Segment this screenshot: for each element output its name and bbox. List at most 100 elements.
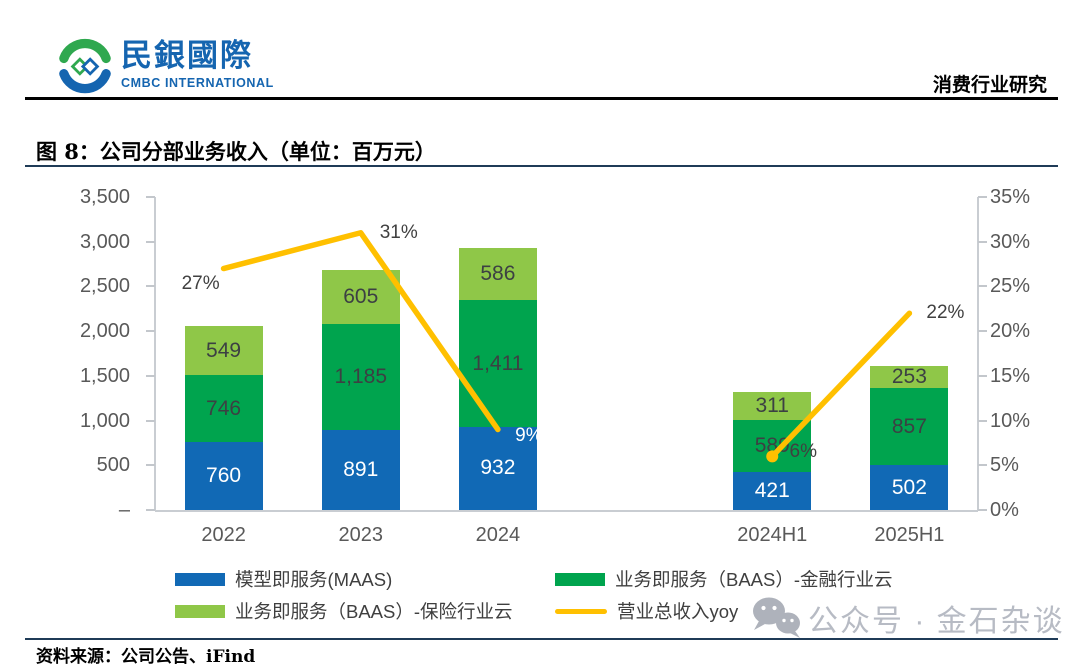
yoy-point-label-2023: 31%	[379, 221, 418, 243]
bar-segment-maas-2022: 760	[184, 442, 263, 510]
bar-value-label: 586	[480, 262, 516, 286]
legend-swatch	[175, 572, 225, 586]
bar-value-label: 502	[891, 475, 927, 499]
y-axis-left-tick	[146, 464, 155, 467]
legend-label: 业务即服务（BAAS）-金融行业云	[615, 569, 893, 590]
legend-swatch	[175, 604, 225, 618]
legend-label: 模型即服务(MAAS)	[235, 569, 393, 590]
bar-value-label: 891	[343, 458, 379, 482]
bar-value-label: 932	[480, 456, 516, 480]
bar-segment-maas-2025H1: 502	[870, 465, 949, 510]
y-axis-right-tick	[978, 419, 987, 422]
wechat-icon	[753, 597, 800, 638]
legend-item-maas: 模型即服务(MAAS)	[175, 566, 392, 592]
bar-value-label: 760	[206, 464, 242, 487]
cmbc-logo-text: 民銀國際 CMBC INTERNATIONAL	[121, 38, 274, 90]
figure-bottom-divider	[25, 638, 1058, 640]
legend-item-baas-insurance: 业务即服务（BAAS）-保险行业云	[175, 598, 513, 624]
bar-value-label: 605	[343, 285, 379, 309]
x-axis-label-2024: 2024	[475, 524, 521, 546]
y-axis-right-label: 30%	[990, 230, 1031, 253]
x-axis-label-2024H1: 2024H1	[737, 524, 808, 546]
cmbc-logo-icon	[59, 38, 111, 94]
y-axis-right-tick	[978, 196, 987, 198]
y-axis-right-tick	[978, 374, 987, 377]
y-axis-right-tick	[978, 464, 987, 467]
y-axis-right-label: 15%	[990, 364, 1031, 387]
y-axis-left-tick	[146, 240, 155, 243]
header-divider	[25, 97, 1058, 100]
yoy-point-label-2024H1: 6%	[789, 441, 817, 463]
yoy-point-label-2024: 9%	[515, 424, 543, 446]
y-axis-right-spine	[977, 197, 979, 510]
y-axis-left-label: 3,000	[79, 230, 130, 253]
y-axis-right-label: 20%	[990, 320, 1031, 343]
bar-segment-baas-finance-2025H1: 857	[870, 388, 949, 466]
bar-segment-baas-insurance-2024H1: 311	[733, 391, 812, 420]
y-axis-left-tick	[146, 196, 155, 198]
source-note: 资料来源：公司公告、iFind	[36, 647, 256, 667]
brand-name-en: CMBC INTERNATIONAL	[121, 76, 274, 90]
x-axis-label-2025H1: 2025H1	[874, 524, 945, 546]
y-axis-right-tick	[978, 330, 987, 333]
y-axis-left-tick	[146, 330, 155, 333]
legend-item-baas-finance: 业务即服务（BAAS）-金融行业云	[555, 566, 893, 592]
bar-value-label: 549	[206, 338, 242, 362]
y-axis-right-tick	[978, 285, 987, 288]
bar-value-label: 857	[891, 414, 927, 438]
y-axis-left-label: 1,000	[79, 409, 130, 432]
y-axis-left-label: 2,000	[79, 320, 130, 343]
watermark: 公众号 · 金石杂谈	[750, 595, 1065, 641]
cmbc-logo: 民銀國際 CMBC INTERNATIONAL	[55, 38, 274, 96]
y-axis-left-label: 3,500	[79, 186, 130, 208]
bar-segment-baas-finance-2022: 746	[184, 375, 263, 443]
bar-segment-maas-2024: 932	[458, 426, 537, 510]
figure-title: 图 8：公司分部业务收入（单位：百万元）	[36, 139, 436, 164]
legend-swatch	[555, 572, 605, 586]
y-axis-right-tick	[978, 240, 987, 243]
y-axis-left-tick	[146, 509, 155, 511]
bar-segment-maas-2024H1: 421	[733, 472, 812, 510]
bar-segment-baas-insurance-2024: 586	[458, 248, 537, 301]
bar-value-label: 589	[754, 434, 790, 457]
bar-segment-baas-insurance-2023: 605	[321, 270, 400, 325]
y-axis-left-tick	[146, 374, 155, 377]
bar-segment-baas-insurance-2025H1: 253	[870, 365, 949, 389]
watermark-text: 公众号 · 金石杂谈	[808, 605, 1065, 638]
bar-segment-baas-insurance-2022: 549	[184, 326, 263, 376]
y-axis-right-tick	[978, 509, 987, 511]
figure-title-divider	[25, 165, 1058, 167]
bar-value-label: 746	[206, 396, 242, 420]
yoy-point-label-2025H1: 22%	[926, 302, 965, 324]
x-axis-label-2023: 2023	[338, 524, 384, 546]
bar-value-label: 1,185	[334, 365, 388, 389]
x-axis-label-2022: 2022	[201, 524, 246, 546]
y-axis-right-label: 10%	[990, 409, 1031, 432]
report-section-label: 消费行业研究	[932, 74, 1047, 96]
y-axis-left-label: 2,500	[79, 275, 130, 298]
y-axis-left-tick	[146, 419, 155, 422]
bar-segment-baas-finance-2023: 1,185	[321, 324, 400, 431]
bar-value-label: 1,411	[472, 351, 524, 375]
bar-segment-baas-finance-2024: 1,411	[458, 300, 537, 427]
y-axis-left-label: –	[118, 499, 130, 521]
y-axis-left-label: 1,500	[79, 364, 130, 387]
bar-segment-maas-2023: 891	[321, 430, 400, 510]
legend-item-yoy: 营业总收入yoy	[555, 598, 738, 624]
y-axis-left-label: 500	[96, 454, 130, 477]
legend-label: 业务即服务（BAAS）-保险行业云	[235, 601, 513, 622]
x-axis-spine	[155, 510, 978, 512]
y-axis-right-label: 25%	[990, 275, 1031, 298]
legend-swatch	[555, 608, 607, 614]
y-axis-right-label: 0%	[990, 499, 1019, 521]
y-axis-left-tick	[146, 285, 155, 288]
bar-value-label: 421	[754, 479, 790, 503]
y-axis-right-label: 35%	[990, 186, 1031, 208]
y-axis-left-spine	[154, 197, 156, 510]
legend-label: 营业总收入yoy	[617, 601, 739, 622]
bar-value-label: 253	[891, 365, 927, 389]
bar-value-label: 311	[755, 393, 789, 417]
yoy-point-label-2022: 27%	[181, 272, 220, 294]
